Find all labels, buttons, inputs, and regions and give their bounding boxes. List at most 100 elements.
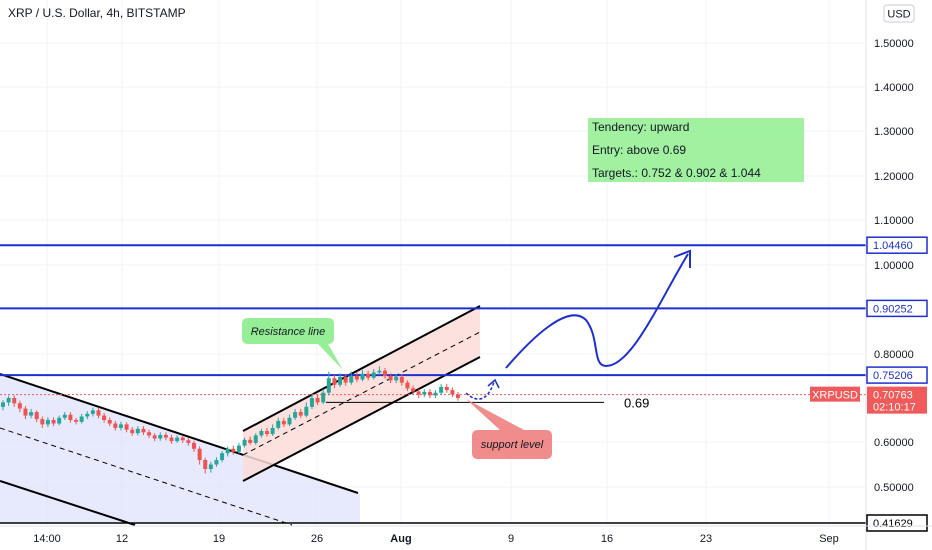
candle-body: [203, 460, 208, 469]
y-tick-label: 1.30000: [874, 126, 914, 138]
candle-body: [304, 406, 309, 416]
candle-body: [147, 432, 152, 436]
price-level-tag-text: 1.04460: [873, 240, 913, 252]
falling-channel-middle: [0, 427, 293, 526]
candle-body: [68, 414, 73, 420]
candle-body: [17, 403, 22, 409]
candle-body: [338, 376, 343, 385]
price-axis[interactable]: USD 1.500001.400001.300001.200001.100001…: [865, 0, 915, 550]
candle: [197, 446, 202, 465]
candle: [6, 395, 11, 406]
resistance-callout-bubble: [242, 318, 343, 370]
candle: [338, 373, 343, 387]
candle-body: [287, 417, 292, 425]
candle-body: [253, 435, 258, 443]
candle-body: [416, 391, 421, 395]
candle: [343, 373, 348, 386]
candle-body: [231, 448, 236, 452]
candle-body: [242, 439, 247, 446]
candle: [242, 437, 247, 448]
candle-body: [130, 429, 135, 434]
candle-body: [113, 423, 118, 428]
info-box[interactable]: Tendency: upward Entry: above 0.69 Targe…: [588, 118, 804, 182]
candle-body: [326, 378, 331, 393]
x-tick-label: 19: [213, 533, 225, 545]
current-price-tag: [867, 386, 927, 414]
support-callout-text: support level: [481, 439, 544, 451]
candle-body: [57, 417, 62, 424]
candle: [57, 415, 62, 426]
candle-body: [444, 387, 449, 391]
price-level-tag-text: 0.75206: [873, 370, 913, 382]
candle-body: [152, 435, 157, 439]
candle-body: [23, 408, 28, 416]
candle: [231, 445, 236, 455]
candle-body: [96, 410, 101, 416]
y-tick-label: 1.50000: [874, 38, 914, 50]
candle-body: [74, 420, 79, 422]
candle: [180, 435, 185, 443]
resistance-callout[interactable]: Resistance line: [242, 318, 343, 370]
candle: [248, 436, 253, 445]
support-value-label: 0.69: [624, 395, 649, 410]
candle: [96, 407, 101, 419]
candle-body: [248, 439, 253, 443]
candle-body: [186, 440, 191, 443]
candle: [74, 417, 79, 425]
y-tick-label: 1.40000: [874, 82, 914, 94]
candle: [85, 411, 90, 420]
candle: [208, 461, 213, 473]
price-levels: [0, 244, 866, 524]
candle: [382, 368, 387, 379]
candle-body: [450, 390, 455, 395]
candle: [175, 435, 180, 443]
y-tick-label: 0.80000: [874, 349, 914, 361]
x-tick-label: Aug: [390, 533, 411, 545]
candle: [253, 433, 258, 445]
support-callout[interactable]: support level: [466, 399, 552, 459]
support-callout-bubble: [466, 399, 552, 459]
candle: [332, 375, 337, 389]
candle-body: [377, 370, 382, 373]
countdown-text: 02:10:17: [873, 402, 916, 414]
candle: [107, 417, 112, 427]
candle-body: [405, 382, 410, 389]
candle: [203, 457, 208, 474]
x-tick-label: 23: [700, 533, 712, 545]
candle: [315, 394, 320, 406]
x-tick-label: 26: [311, 533, 323, 545]
falling-channel: [0, 373, 360, 526]
currency-button[interactable]: [883, 4, 915, 23]
candle: [79, 413, 84, 424]
candle: [354, 372, 359, 383]
info-box-bg: [588, 118, 804, 182]
info-line-targets: Targets.: 0.752 & 0.902 & 1.044: [592, 166, 761, 180]
resistance-callout-text: Resistance line: [251, 326, 326, 338]
candle-body: [197, 448, 202, 460]
candle: [309, 393, 314, 409]
current-symbol-text: XRPUSD: [812, 390, 858, 402]
candle: [51, 417, 56, 427]
price-level-tag: [866, 299, 928, 318]
candle-body: [169, 437, 174, 442]
y-tick-label: 0.50000: [874, 482, 914, 494]
candle-body: [225, 448, 230, 454]
candle: [45, 417, 50, 428]
bounce-arrowhead: [487, 378, 500, 389]
candle: [214, 457, 219, 467]
candle-body: [321, 392, 326, 403]
candle: [444, 383, 449, 393]
candle-body: [456, 394, 460, 398]
candle-body: [360, 373, 365, 380]
time-axis[interactable]: 14:00 12 19 26 Aug 9 16 23 Sep: [0, 525, 932, 545]
candle-body: [236, 445, 241, 452]
y-tick-labels: 1.50000 1.40000 1.30000 1.20000 1.10000 1.000…: [874, 38, 914, 494]
candle-body: [399, 376, 404, 383]
candle: [62, 412, 67, 420]
x-tick-label: 9: [508, 533, 514, 545]
price-level-tag-text: 0.41629: [873, 518, 913, 530]
candle-body: [332, 378, 337, 385]
candle: [236, 442, 241, 454]
